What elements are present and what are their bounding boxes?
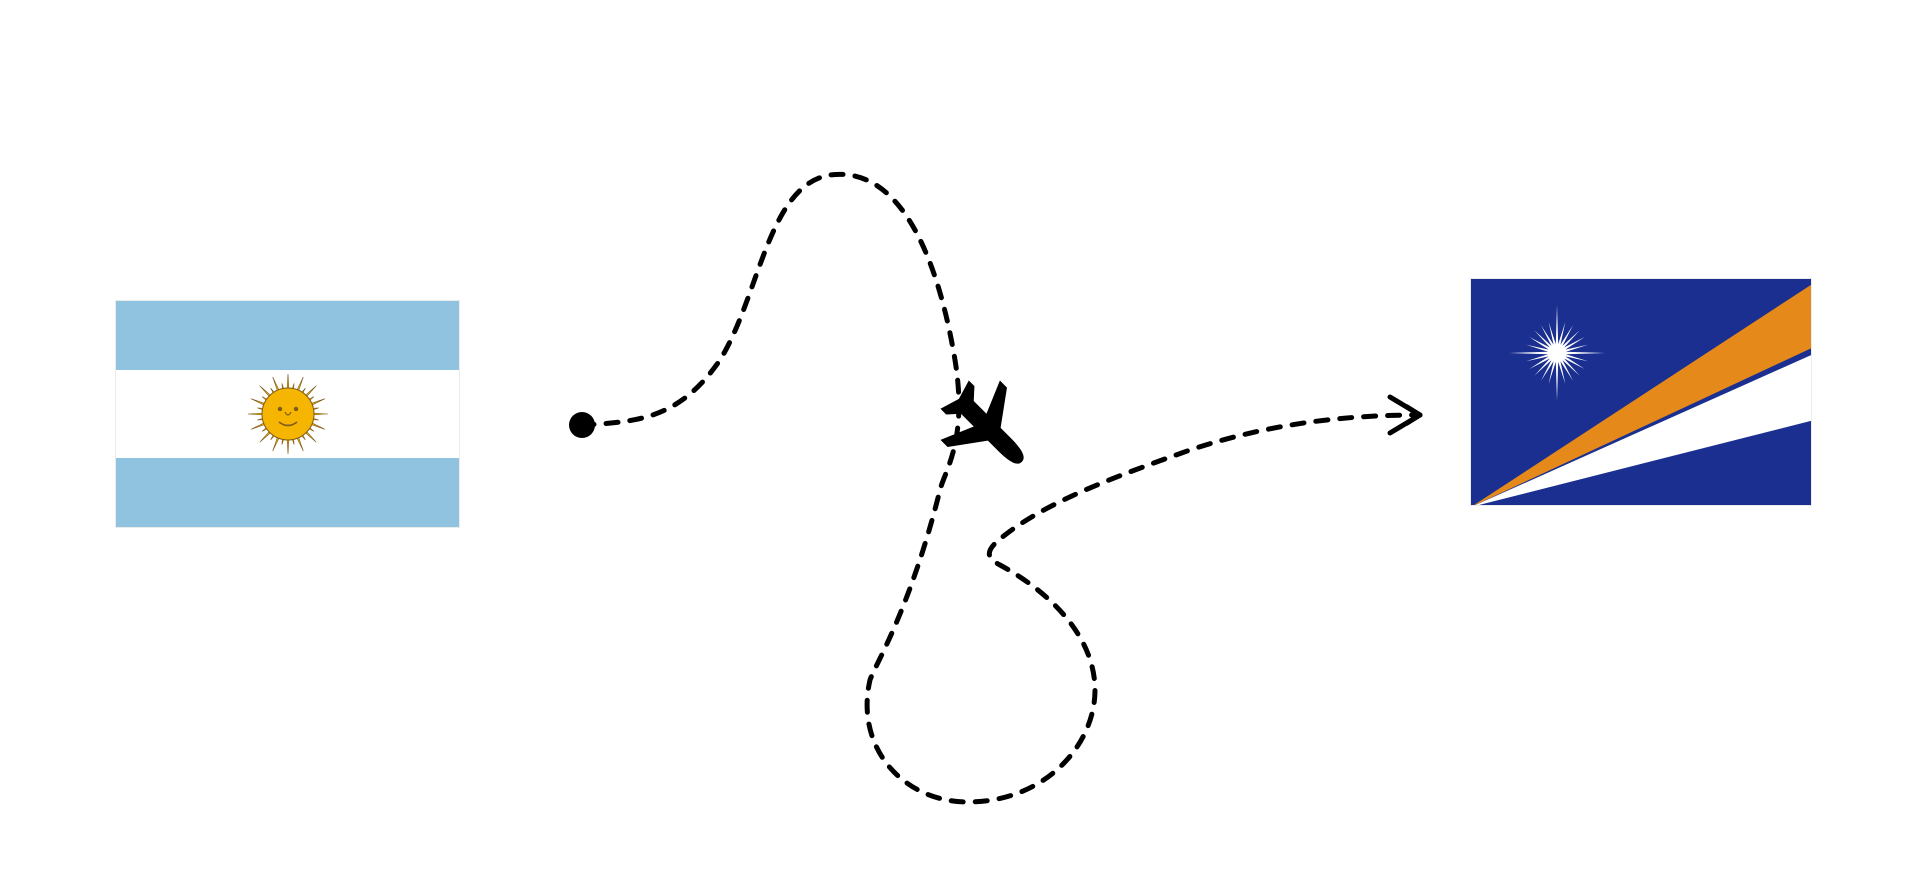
- argentina-sun-icon: [244, 370, 332, 458]
- airplane-icon: [925, 365, 1052, 492]
- marshall-flag-svg: [1471, 279, 1812, 506]
- origin-flag-argentina: [115, 300, 460, 528]
- route-start-dot: [569, 412, 595, 438]
- argentina-stripe-top: [116, 301, 459, 370]
- argentina-stripe-middle: [116, 370, 459, 458]
- route-dashed-path: [582, 174, 1420, 802]
- route-arrow-head-icon: [1390, 397, 1420, 433]
- destination-flag-marshall-islands: [1470, 278, 1812, 506]
- argentina-stripe-bottom: [116, 458, 459, 527]
